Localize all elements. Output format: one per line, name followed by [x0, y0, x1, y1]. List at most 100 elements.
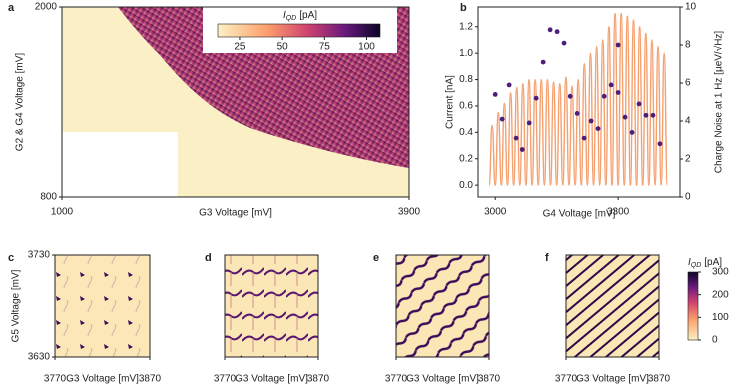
colorbar	[687, 271, 699, 341]
colorbar-title: IQD [pA]	[283, 10, 317, 22]
colorbar-title-part: QD	[286, 15, 297, 22]
x-tick-label: 3770	[385, 374, 408, 385]
noise-point	[636, 101, 642, 107]
colorbar-title-part: I	[283, 10, 286, 21]
plot-frame	[54, 254, 151, 358]
y-tick-label: 0.6	[459, 101, 473, 112]
x-tick-label: 3870	[139, 374, 162, 385]
y2-tick-label: 2	[685, 154, 691, 165]
colorbar-tick-label: 100	[358, 42, 375, 53]
plot-frame	[395, 254, 490, 358]
colorbar-title-part: [pA]	[704, 257, 722, 268]
y-tick-label: 1.2	[459, 21, 473, 32]
panel-label: b	[460, 2, 467, 14]
colorbar-title-part: QD	[691, 262, 702, 269]
y-tick-label: 2000	[35, 2, 58, 13]
colorbar-title-part: I	[688, 257, 691, 268]
noise-point	[650, 112, 656, 118]
colorbar-tick-label: 100	[712, 312, 729, 323]
noise-point	[567, 93, 573, 99]
heatmap-image	[566, 255, 659, 357]
noise-point	[513, 135, 519, 141]
colorbar-tick-label: 75	[319, 42, 331, 53]
noise-point	[622, 114, 628, 120]
colorbar	[217, 23, 381, 38]
noise-point	[540, 59, 546, 65]
y-tick-label: 0.0	[459, 180, 473, 191]
x-tick-label: 3770	[555, 374, 578, 385]
colorbar-title-part: [pA]	[299, 10, 317, 21]
plot-frame	[61, 6, 410, 198]
x-axis-label: G3 Voltage [mV]	[576, 374, 649, 385]
x-tick-label: 3870	[648, 374, 671, 385]
noise-point	[499, 116, 505, 122]
current-line	[488, 12, 668, 186]
x-axis-label: G3 Voltage [mV]	[199, 208, 272, 219]
y2-tick-label: 8	[685, 40, 691, 51]
noise-point	[601, 93, 607, 99]
x-tick-label: 3870	[307, 374, 330, 385]
colorbar-tick-label: 300	[712, 267, 729, 278]
y2-tick-label: 4	[685, 116, 691, 127]
y-tick-label: 0.4	[459, 127, 473, 138]
panel-label: e	[373, 252, 379, 264]
y2-tick-label: 10	[685, 2, 697, 13]
x-axis-label: G4 Voltage [mV]	[543, 209, 616, 220]
panel-label: a	[8, 2, 15, 14]
panel-label: d	[205, 252, 212, 264]
x-tick-label: 3770	[214, 374, 237, 385]
panel-label: c	[8, 252, 14, 264]
noise-point	[526, 120, 532, 126]
panel-label: f	[545, 252, 549, 264]
y-tick-label: 3730	[28, 250, 51, 261]
plot-frame	[477, 6, 681, 198]
y-axis-label: G5 Voltage [mV]	[11, 269, 22, 342]
y-tick-label: 800	[40, 192, 57, 203]
noise-point	[643, 112, 649, 118]
x-tick-label: 3870	[478, 374, 501, 385]
noise-point	[547, 27, 553, 33]
noise-point	[519, 147, 525, 152]
y-tick-label: 3630	[28, 352, 51, 363]
y-tick-label: 0.8	[459, 74, 473, 85]
heatmap-image	[396, 255, 489, 357]
x-tick-label: 3770	[44, 374, 67, 385]
x-tick-label: 3900	[398, 207, 421, 218]
noise-point	[561, 40, 567, 46]
colorbar-tick-label: 0	[712, 335, 718, 346]
plot-frame	[224, 254, 319, 358]
heatmap-image	[55, 255, 150, 357]
x-tick-label: 3300	[607, 207, 630, 218]
noise-point	[581, 135, 587, 141]
y2-tick-label: 6	[685, 78, 691, 89]
colorbar-tick-label: 25	[234, 42, 246, 53]
noise-point	[554, 29, 560, 35]
x-tick-label: 1000	[51, 207, 74, 218]
noise-point	[657, 141, 663, 147]
noise-point	[608, 82, 614, 88]
colorbar-tick-label: 50	[277, 42, 289, 53]
y2-tick-label: 0	[685, 192, 691, 203]
noise-point	[595, 126, 601, 131]
noise-point	[615, 42, 621, 48]
y-tick-label: 1.0	[459, 48, 473, 59]
noise-point	[574, 111, 580, 116]
colorbar-title: IQD [pA]	[688, 257, 722, 269]
x-axis-label: G3 Voltage [mV]	[66, 374, 139, 385]
y-tick-label: 0.2	[459, 153, 473, 164]
noise-point	[506, 82, 512, 88]
x-axis-label: G3 Voltage [mV]	[235, 374, 308, 385]
heatmap-image	[225, 255, 318, 357]
y-axis-label: Current [nA]	[445, 75, 456, 129]
noise-point	[492, 92, 498, 97]
noise-point	[588, 118, 594, 124]
noise-point	[615, 90, 621, 95]
x-axis-label: G3 Voltage [mV]	[406, 374, 479, 385]
y-axis-label: G2 & G4 Voltage [mV]	[15, 53, 26, 152]
x-tick-label: 3000	[484, 207, 507, 218]
noise-point	[533, 95, 539, 101]
y2-axis-label: Charge Noise at 1 Hz [µeV/√Hz]	[713, 31, 725, 174]
plot-frame	[565, 254, 660, 358]
colorbar-tick-label: 200	[712, 289, 729, 300]
